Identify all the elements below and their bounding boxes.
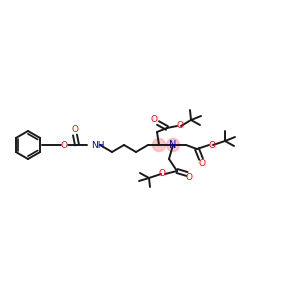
Text: O: O [176,122,184,130]
Text: N: N [169,140,177,150]
Circle shape [167,139,179,152]
Text: O: O [208,140,215,149]
Text: O: O [61,140,68,149]
Text: O: O [151,116,158,124]
Text: O: O [71,125,79,134]
Text: O: O [199,160,206,169]
Text: NH: NH [91,140,104,149]
Circle shape [152,139,166,152]
Text: O: O [158,169,166,178]
Text: O: O [185,173,193,182]
